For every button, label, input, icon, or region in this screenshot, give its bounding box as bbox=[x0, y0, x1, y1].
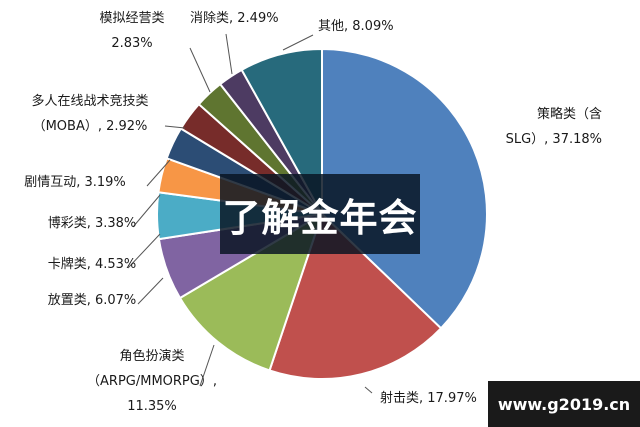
leader-line-1 bbox=[364, 386, 373, 394]
leader-line-7 bbox=[164, 125, 186, 129]
slice-label-line: 博彩类, 3.38% bbox=[48, 216, 137, 231]
leader-line-3 bbox=[137, 277, 164, 305]
slice-label-line: 消除类, 2.49% bbox=[190, 11, 279, 26]
leader-line-9 bbox=[225, 33, 233, 75]
slice-label-line: 卡牌类, 4.53% bbox=[48, 256, 137, 272]
slice-label-line: 多人在线战术竞技类 bbox=[31, 93, 148, 109]
slice-label-1: 射击类, 17.97% bbox=[380, 390, 477, 406]
slice-label-line: 射击类, 17.97% bbox=[380, 390, 477, 406]
overlay-text: 了解金年会 bbox=[222, 195, 418, 240]
leader-line-6 bbox=[146, 159, 171, 187]
slice-label-4: 卡牌类, 4.53% bbox=[48, 256, 137, 272]
slice-label-5: 博彩类, 3.38% bbox=[48, 216, 137, 231]
slice-label-9: 消除类, 2.49% bbox=[190, 11, 279, 26]
slice-label-line: 2.83% bbox=[111, 36, 152, 51]
slice-label-line: 剧情互动, 3.19% bbox=[24, 175, 126, 190]
leader-line-10 bbox=[282, 34, 314, 51]
watermark-text: www.g2019.cn bbox=[497, 394, 631, 414]
watermark: www.g2019.cn bbox=[488, 381, 640, 427]
slice-label-0: 策略类（含 SLG）, 37.18% bbox=[506, 106, 602, 147]
slice-label-line: SLG）, 37.18% bbox=[506, 132, 602, 147]
overlay-banner: 了解金年会 bbox=[220, 174, 420, 254]
leader-lines bbox=[127, 33, 373, 394]
slice-label-6: 剧情互动, 3.19% bbox=[24, 175, 126, 190]
slice-label-line: 11.35% bbox=[127, 399, 177, 414]
pie-outline bbox=[156, 48, 488, 380]
leader-line-2 bbox=[199, 344, 215, 387]
slice-labels: 策略类（含 SLG）, 37.18% 射击类, 17.97% 角色扮演类 （ARPG/M… bbox=[24, 11, 602, 414]
slice-label-line: 放置类, 6.07% bbox=[48, 293, 137, 308]
slice-label-7: 多人在线战术竞技类 （MOBA）, 2.92% bbox=[31, 93, 148, 134]
leader-line-5 bbox=[132, 194, 161, 228]
leader-line-4 bbox=[127, 233, 161, 269]
slice-label-line: 策略类（含 bbox=[537, 106, 602, 122]
slice-label-line: 模拟经营类 bbox=[99, 11, 164, 26]
slice-label-line: （ARPG/MMORPG）, bbox=[87, 374, 217, 389]
slice-label-8: 模拟经营类 2.83% bbox=[99, 11, 164, 51]
slice-label-3: 放置类, 6.07% bbox=[48, 293, 137, 308]
slice-label-line: （MOBA）, 2.92% bbox=[33, 119, 148, 134]
slice-label-line: 角色扮演类 bbox=[119, 348, 184, 364]
slice-label-line: 其他, 8.09% bbox=[318, 19, 394, 34]
slice-label-10: 其他, 8.09% bbox=[318, 19, 394, 34]
leader-line-8 bbox=[189, 47, 211, 93]
slice-label-2: 角色扮演类 （ARPG/MMORPG）, 11.35% bbox=[87, 348, 217, 414]
